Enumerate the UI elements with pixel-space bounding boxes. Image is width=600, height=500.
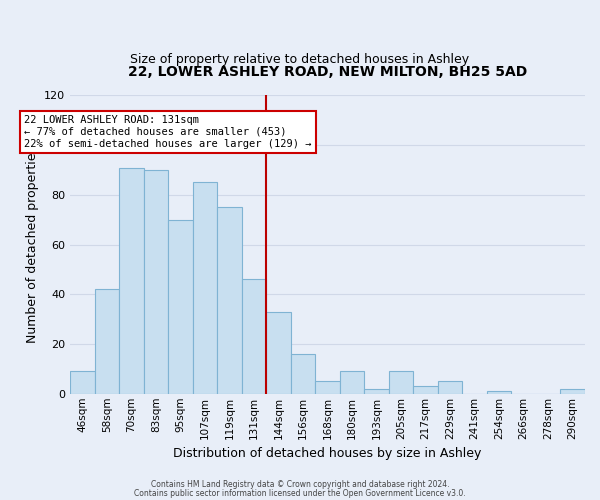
- Bar: [413, 386, 438, 394]
- Bar: [119, 168, 144, 394]
- Text: 22 LOWER ASHLEY ROAD: 131sqm
← 77% of detached houses are smaller (453)
22% of s: 22 LOWER ASHLEY ROAD: 131sqm ← 77% of de…: [25, 116, 312, 148]
- Bar: [266, 312, 291, 394]
- Bar: [487, 392, 511, 394]
- Text: Contains HM Land Registry data © Crown copyright and database right 2024.: Contains HM Land Registry data © Crown c…: [151, 480, 449, 489]
- Bar: [560, 389, 585, 394]
- X-axis label: Distribution of detached houses by size in Ashley: Distribution of detached houses by size …: [173, 447, 482, 460]
- Bar: [217, 208, 242, 394]
- Bar: [291, 354, 316, 394]
- Bar: [168, 220, 193, 394]
- Bar: [340, 372, 364, 394]
- Bar: [364, 389, 389, 394]
- Bar: [316, 382, 340, 394]
- Text: Size of property relative to detached houses in Ashley: Size of property relative to detached ho…: [130, 52, 470, 66]
- Text: Contains public sector information licensed under the Open Government Licence v3: Contains public sector information licen…: [134, 488, 466, 498]
- Title: 22, LOWER ASHLEY ROAD, NEW MILTON, BH25 5AD: 22, LOWER ASHLEY ROAD, NEW MILTON, BH25 …: [128, 65, 527, 79]
- Bar: [144, 170, 168, 394]
- Bar: [438, 382, 463, 394]
- Bar: [389, 372, 413, 394]
- Bar: [95, 290, 119, 394]
- Y-axis label: Number of detached properties: Number of detached properties: [26, 146, 38, 343]
- Bar: [242, 280, 266, 394]
- Bar: [70, 372, 95, 394]
- Bar: [193, 182, 217, 394]
